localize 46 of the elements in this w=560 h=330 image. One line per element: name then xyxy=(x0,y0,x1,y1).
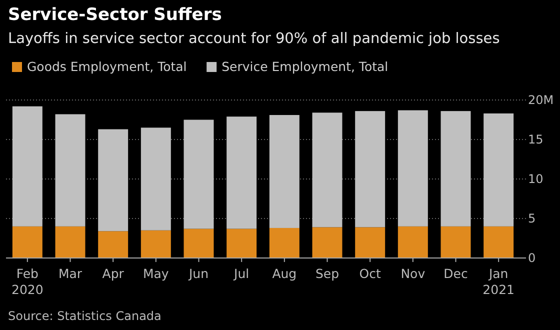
x-tick-label: Mar xyxy=(58,266,83,281)
bar xyxy=(98,231,128,258)
bar xyxy=(484,226,514,258)
bar xyxy=(440,111,471,226)
x-tick-label: Jun xyxy=(188,266,209,281)
bar xyxy=(140,128,171,230)
bar xyxy=(12,226,42,258)
y-tick-label: 5 xyxy=(528,212,536,226)
bar xyxy=(55,114,86,226)
legend-label: Service Employment, Total xyxy=(222,59,388,74)
x-tick-label: Oct xyxy=(359,266,381,281)
x-tick-label: Apr xyxy=(102,266,125,281)
x-tick-label: Dec xyxy=(444,266,468,281)
bar xyxy=(355,227,386,258)
x-tick-label: Aug xyxy=(272,266,297,281)
y-tick-label: 15 xyxy=(528,132,544,146)
x-tick-label: Nov xyxy=(400,266,426,281)
x-tick-label: Jul xyxy=(233,266,250,281)
bar xyxy=(269,115,300,228)
x-tick-label: Jan 2021 xyxy=(482,266,514,297)
bar xyxy=(355,111,386,228)
bar xyxy=(269,228,300,258)
legend-label: Goods Employment, Total xyxy=(27,59,187,74)
source-note: Source: Statistics Canada xyxy=(8,309,162,323)
bar xyxy=(484,113,514,226)
bar xyxy=(98,129,128,232)
bar xyxy=(12,106,42,226)
y-tick-label: 0 xyxy=(528,251,536,265)
x-tick-label: May xyxy=(142,266,170,281)
bar xyxy=(226,228,257,258)
bar xyxy=(398,226,428,258)
x-tick-label: Feb 2020 xyxy=(12,266,44,297)
bar xyxy=(184,120,214,229)
bar xyxy=(226,116,257,229)
bar xyxy=(55,226,86,258)
chart-subtitle: Layoffs in service sector account for 90% of all pandemic job losses xyxy=(8,31,500,47)
x-tick-label: Sep xyxy=(315,266,340,281)
y-tick-label: 20M xyxy=(528,93,554,107)
bar xyxy=(184,228,214,258)
bar xyxy=(398,110,428,226)
y-tick-label: 10 xyxy=(528,172,544,186)
chart-title: Service-Sector Suffers xyxy=(8,5,222,25)
bar xyxy=(440,226,471,258)
bar xyxy=(312,112,342,228)
bar xyxy=(312,227,342,258)
bar xyxy=(140,230,171,258)
